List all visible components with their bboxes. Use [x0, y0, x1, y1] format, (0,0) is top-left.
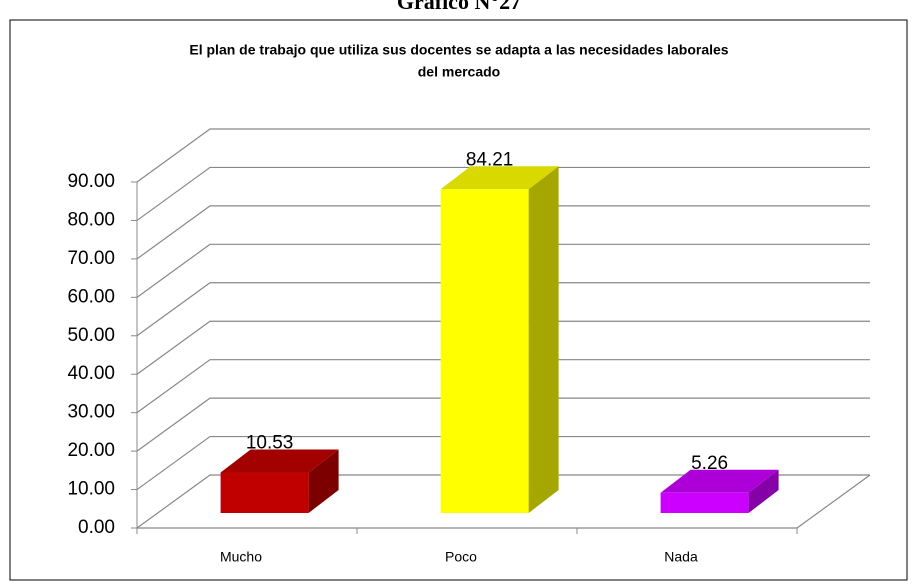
data-label: 10.53 [246, 433, 294, 454]
bar [220, 472, 309, 513]
y-tick-label: 90.00 [67, 171, 115, 192]
grid-line [136, 128, 870, 183]
y-tick-label: 70.00 [67, 248, 115, 269]
y-tick-label: 80.00 [67, 209, 115, 230]
y-tick-label: 30.00 [67, 402, 115, 423]
y-tick-label: 20.00 [67, 440, 115, 461]
x-tick-label: Nada [664, 549, 698, 565]
grid-line [136, 205, 870, 260]
bar-top [220, 449, 339, 473]
y-tick-label: 60.00 [67, 286, 115, 307]
data-label: 84.21 [466, 149, 514, 170]
chart-title: del mercado [418, 64, 500, 80]
y-tick-label: 50.00 [67, 325, 115, 346]
x-tick-label: Poco [445, 549, 477, 565]
grid-line [136, 243, 870, 298]
grid-line [136, 397, 870, 452]
bar-side [308, 449, 339, 513]
grid-line [136, 282, 870, 337]
data-label: 5.26 [691, 453, 728, 474]
grid-line [136, 166, 870, 221]
grid-line [136, 435, 870, 491]
grid-line [136, 320, 870, 375]
bar [440, 189, 529, 513]
y-tick-label: 0.00 [78, 517, 115, 538]
bar-side [748, 469, 779, 513]
heading: Gráfico N°27 [397, 0, 521, 14]
bar [660, 492, 749, 513]
bar-top [660, 469, 779, 493]
y-tick-label: 40.00 [67, 363, 115, 384]
grid-line [136, 359, 870, 414]
x-tick-label: Mucho [220, 549, 262, 565]
chart-title: El plan de trabajo que utiliza sus docen… [189, 42, 728, 58]
bar-side [528, 166, 559, 513]
bar-top [440, 166, 559, 190]
grid-line [136, 474, 870, 529]
y-tick-label: 10.00 [67, 479, 115, 500]
